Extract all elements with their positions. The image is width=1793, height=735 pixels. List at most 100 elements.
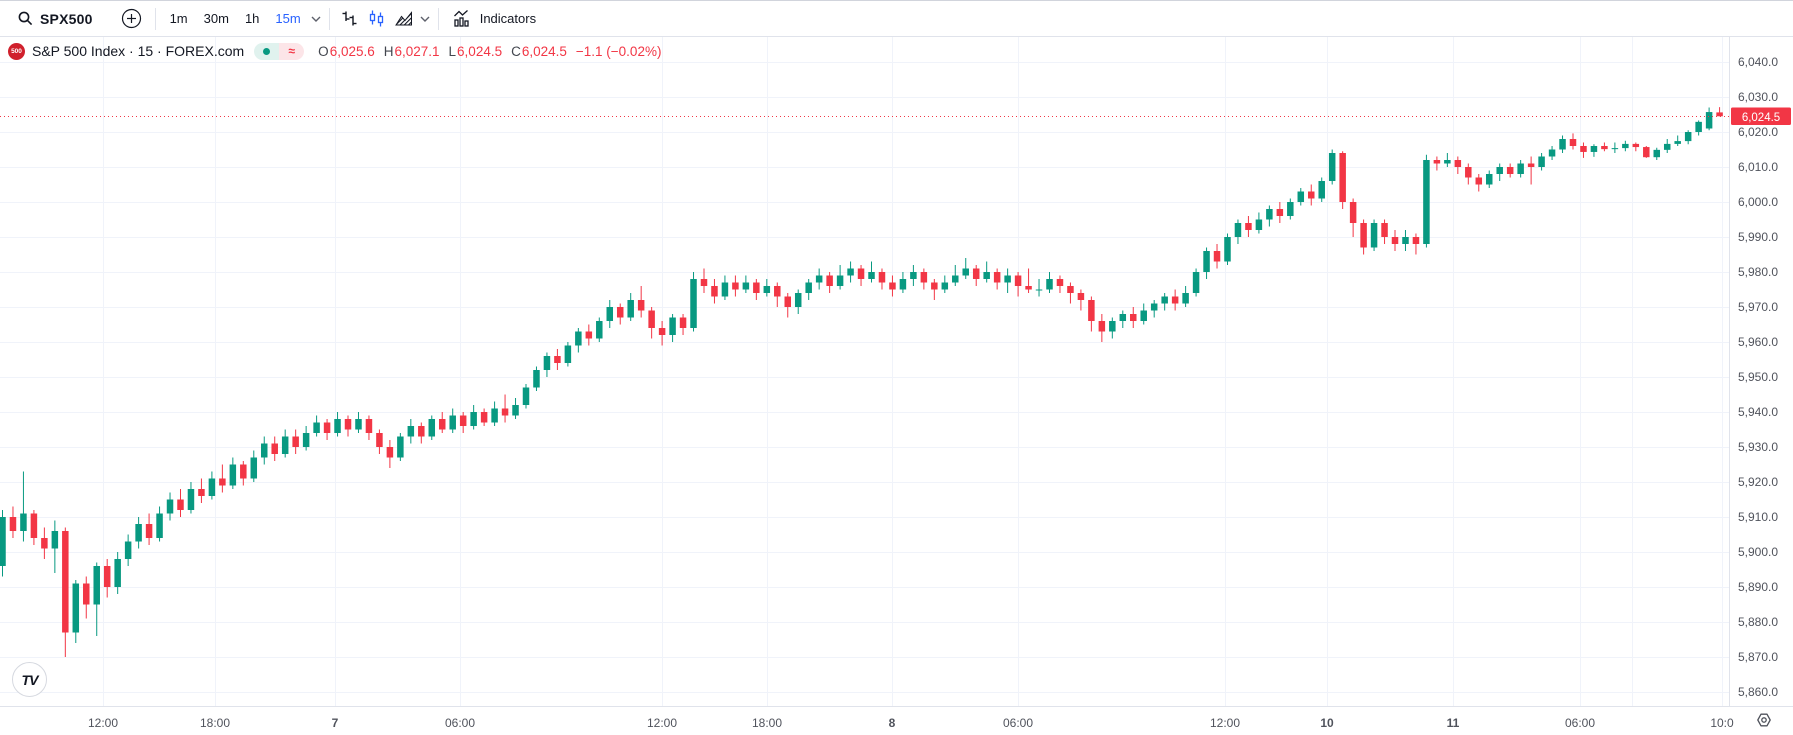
candle-body — [1328, 153, 1336, 181]
time-scale-settings-button[interactable] — [1753, 709, 1775, 731]
candle-body — [543, 356, 551, 370]
candle-body — [62, 531, 69, 633]
candle-body — [669, 317, 676, 335]
market-open-status-badge[interactable] — [254, 42, 280, 60]
candle-body — [187, 489, 195, 510]
candle-body — [9, 517, 17, 531]
toolbar-separator — [328, 7, 330, 30]
close-label: C — [511, 43, 521, 59]
compare-add-symbol-button[interactable] — [114, 5, 149, 33]
candle-body — [753, 282, 760, 293]
candle-body — [533, 370, 540, 388]
candle-body — [899, 279, 907, 290]
candle-body — [616, 307, 624, 318]
candle-body — [1538, 156, 1545, 167]
candle-body — [1527, 163, 1535, 167]
high-value: 6,027.1 — [394, 43, 440, 59]
candle-body — [648, 310, 655, 328]
low-value: 6,024.5 — [457, 43, 503, 59]
time-scale[interactable] — [0, 706, 1793, 735]
candle-body — [219, 478, 226, 486]
interval-30m[interactable]: 30m — [203, 11, 229, 26]
candle-body — [491, 408, 498, 423]
indicators-button[interactable]: Indicators — [445, 5, 543, 33]
candle-body — [208, 478, 216, 496]
candle-body — [1182, 293, 1189, 304]
candle-body — [700, 279, 708, 286]
interval-1m[interactable]: 1m — [169, 11, 188, 26]
candle-body — [365, 419, 373, 433]
open-label: O — [318, 43, 329, 59]
candle-body — [962, 268, 969, 276]
candle-body — [302, 433, 310, 447]
candle-body — [1569, 139, 1577, 146]
candle-body — [376, 433, 383, 447]
interval-menu-chevron-down-icon[interactable] — [309, 16, 323, 22]
candle-body — [1234, 223, 1242, 237]
candle-body — [993, 272, 1001, 283]
candle-body — [1716, 112, 1723, 117]
candle-body — [470, 412, 477, 426]
chart-type-menu-chevron-down-icon[interactable] — [418, 16, 432, 22]
candle-body — [637, 300, 645, 311]
interval-15m[interactable]: 15m — [275, 11, 301, 26]
candle-body — [1088, 300, 1095, 321]
price-scale[interactable] — [1730, 37, 1793, 706]
candle-body — [1213, 251, 1221, 262]
candle-body — [135, 524, 142, 542]
candle-body — [847, 268, 854, 276]
candle-body — [1318, 181, 1325, 199]
candle-body — [1297, 191, 1305, 202]
candle-body — [1632, 143, 1640, 148]
interval-1h[interactable]: 1h — [244, 11, 260, 26]
chart-type-area-button[interactable] — [390, 5, 418, 33]
candle-body — [1622, 143, 1629, 149]
candle-body — [156, 513, 163, 538]
candle-body — [1423, 160, 1430, 244]
chart-type-candles-button[interactable] — [363, 5, 390, 33]
candle-body — [952, 275, 959, 283]
candle-body — [679, 317, 687, 328]
candle-body — [1161, 296, 1168, 304]
candle-body — [554, 356, 561, 363]
candle-body — [1402, 237, 1409, 244]
candle-body — [292, 436, 299, 447]
candle-body — [1276, 209, 1284, 216]
candle-body — [177, 499, 184, 510]
candle-body — [732, 282, 739, 290]
candle-body — [920, 272, 928, 283]
tradingview-logo[interactable]: TV — [12, 662, 47, 697]
chart-type-bars-button[interactable] — [336, 5, 363, 33]
legend-symbol-title[interactable]: S&P 500 Index · 15 · FOREX.com — [32, 43, 245, 59]
candle-body — [20, 513, 27, 531]
candle-body — [889, 282, 896, 290]
candle-body — [774, 286, 781, 297]
candle-body — [1077, 293, 1085, 300]
candle-body — [418, 426, 425, 437]
candle-body — [261, 443, 268, 458]
market-status-pills[interactable]: ≈ — [254, 42, 305, 60]
high-label: H — [383, 43, 394, 59]
candle-body — [397, 436, 404, 458]
delayed-data-badge[interactable]: ≈ — [279, 42, 305, 60]
symbol-search-button[interactable]: SPX500 — [10, 5, 100, 33]
candle-body — [1444, 160, 1451, 164]
candle-body — [438, 419, 446, 430]
open-value: 6,025.6 — [329, 43, 375, 59]
candle-body — [1506, 167, 1514, 174]
candle-body — [1705, 112, 1713, 129]
candle-body — [407, 426, 415, 437]
approx-icon: ≈ — [288, 44, 295, 58]
candle-body — [805, 282, 812, 293]
candle-body — [114, 559, 121, 587]
candle-body — [763, 286, 771, 293]
market-open-dot-icon — [263, 47, 271, 55]
candle-body — [815, 275, 823, 283]
candle-body — [711, 286, 718, 297]
candle-body — [512, 405, 519, 416]
candle-body — [1130, 314, 1137, 321]
candle-body — [323, 422, 331, 433]
candle-body — [1381, 223, 1388, 237]
